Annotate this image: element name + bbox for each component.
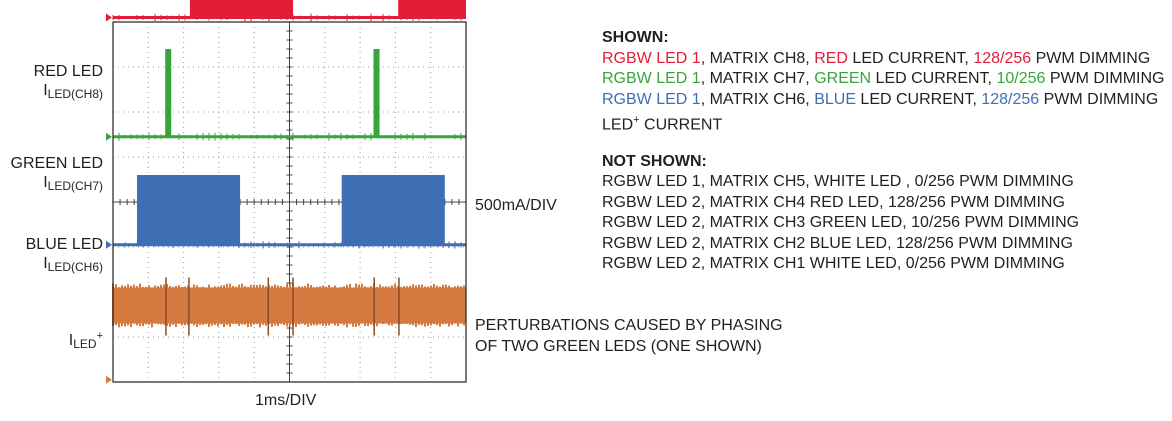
blue-led-name: BLUE LED	[25, 236, 103, 253]
shown-blue-current: LED CURRENT,	[855, 90, 982, 108]
red-led-trace-ground-marker	[106, 13, 112, 22]
green-led-trace-pulse	[165, 49, 172, 137]
shown-red-color-word: RED	[814, 49, 848, 67]
x-axis-label: 1ms/DIV	[255, 392, 317, 409]
red-led-subscript: LED(CH8)	[47, 87, 103, 101]
shown-red-channel: , MATRIX CH8,	[700, 49, 815, 67]
shown-row-red: RGBW LED 1, MATRIX CH8, RED LED CURRENT,…	[602, 49, 1164, 70]
green-led-subscript: LED(CH7)	[47, 179, 103, 193]
shown-green-pwm: PWM DIMMING	[1045, 70, 1165, 87]
shown-red-led-id: RGBW LED 1	[602, 49, 701, 67]
not-shown-row: RGBW LED 2, MATRIX CH2 BLUE LED, 128/256…	[602, 234, 1073, 252]
i-plus-trace-ground-marker	[106, 375, 112, 384]
led-plus-label: ILED+	[0, 327, 103, 354]
blue-led-label: BLUE LED ILED(CH6)	[0, 235, 103, 277]
shown-blue-pwm: PWM DIMMING	[1039, 90, 1159, 108]
not-shown-row: RGBW LED 2, MATRIX CH1 WHITE LED, 0/256 …	[602, 255, 1065, 273]
shown-header: SHOWN:	[602, 29, 669, 46]
green-led-name: GREEN LED	[10, 155, 103, 172]
shown-led-plus-sup: +	[633, 114, 640, 126]
shown-green-duty: 10/256	[996, 70, 1046, 87]
led-plus-subscript: LED	[73, 337, 97, 351]
blue-led-trace-pulse	[137, 175, 241, 245]
perturbation-line-1: PERTURBATIONS CAUSED BY PHASING	[475, 317, 783, 334]
red-led-label: RED LED ILED(CH8)	[0, 62, 103, 104]
led-plus-main: I	[68, 332, 74, 349]
blue-led-trace-pulse	[342, 175, 445, 245]
not-shown-row: RGBW LED 2, MATRIX CH3 GREEN LED, 10/256…	[602, 214, 1080, 232]
not-shown-row: RGBW LED 2, MATRIX CH4 RED LED, 128/256 …	[602, 193, 1065, 211]
green-led-label: GREEN LED ILED(CH7)	[0, 154, 103, 196]
shown-row-led-plus: LED+ CURRENT	[602, 110, 1164, 136]
red-led-trace-pulse	[398, 0, 466, 18]
shown-green-led-id: RGBW LED 1	[602, 70, 701, 87]
shown-red-duty: 128/256	[973, 49, 1032, 67]
shown-led-plus-rest: CURRENT	[639, 116, 723, 134]
perturbation-note: PERTURBATIONS CAUSED BY PHASING OF TWO G…	[475, 315, 783, 357]
not-shown-header: NOT SHOWN:	[602, 152, 707, 170]
shown-led-plus-main: LED	[602, 116, 634, 134]
shown-row-green: RGBW LED 1, MATRIX CH7, GREEN LED CURREN…	[602, 69, 1164, 90]
green-led-trace-pulse	[374, 49, 380, 137]
perturbation-line-2: OF TWO GREEN LEDS (ONE SHOWN)	[475, 338, 762, 355]
blue-led-trace-ground-marker	[106, 240, 112, 249]
shown-green-current: LED CURRENT,	[871, 70, 997, 87]
red-led-trace-pulse	[190, 0, 294, 18]
shown-blue-duty: 128/256	[981, 90, 1040, 108]
shown-red-pwm: PWM DIMMING	[1031, 49, 1151, 67]
shown-red-current: LED CURRENT,	[847, 49, 974, 67]
shown-row-blue: RGBW LED 1, MATRIX CH6, BLUE LED CURRENT…	[602, 90, 1164, 111]
info-block: SHOWN: RGBW LED 1, MATRIX CH8, RED LED C…	[602, 28, 1164, 275]
blue-led-subscript: LED(CH6)	[47, 260, 103, 274]
shown-blue-channel: , MATRIX CH6,	[700, 90, 815, 108]
not-shown-row: RGBW LED 1, MATRIX CH5, WHITE LED , 0/25…	[602, 173, 1074, 191]
shown-green-channel: , MATRIX CH7,	[700, 70, 815, 87]
red-led-name: RED LED	[33, 63, 103, 80]
shown-blue-color-word: BLUE	[814, 90, 856, 108]
shown-green-color-word: GREEN	[814, 70, 872, 87]
plot-frame	[112, 21, 467, 383]
shown-blue-led-id: RGBW LED 1	[602, 90, 701, 108]
led-plus-superscript: +	[96, 330, 103, 342]
scale-label: 500mA/DIV	[475, 197, 557, 214]
green-led-trace-ground-marker	[106, 132, 112, 141]
